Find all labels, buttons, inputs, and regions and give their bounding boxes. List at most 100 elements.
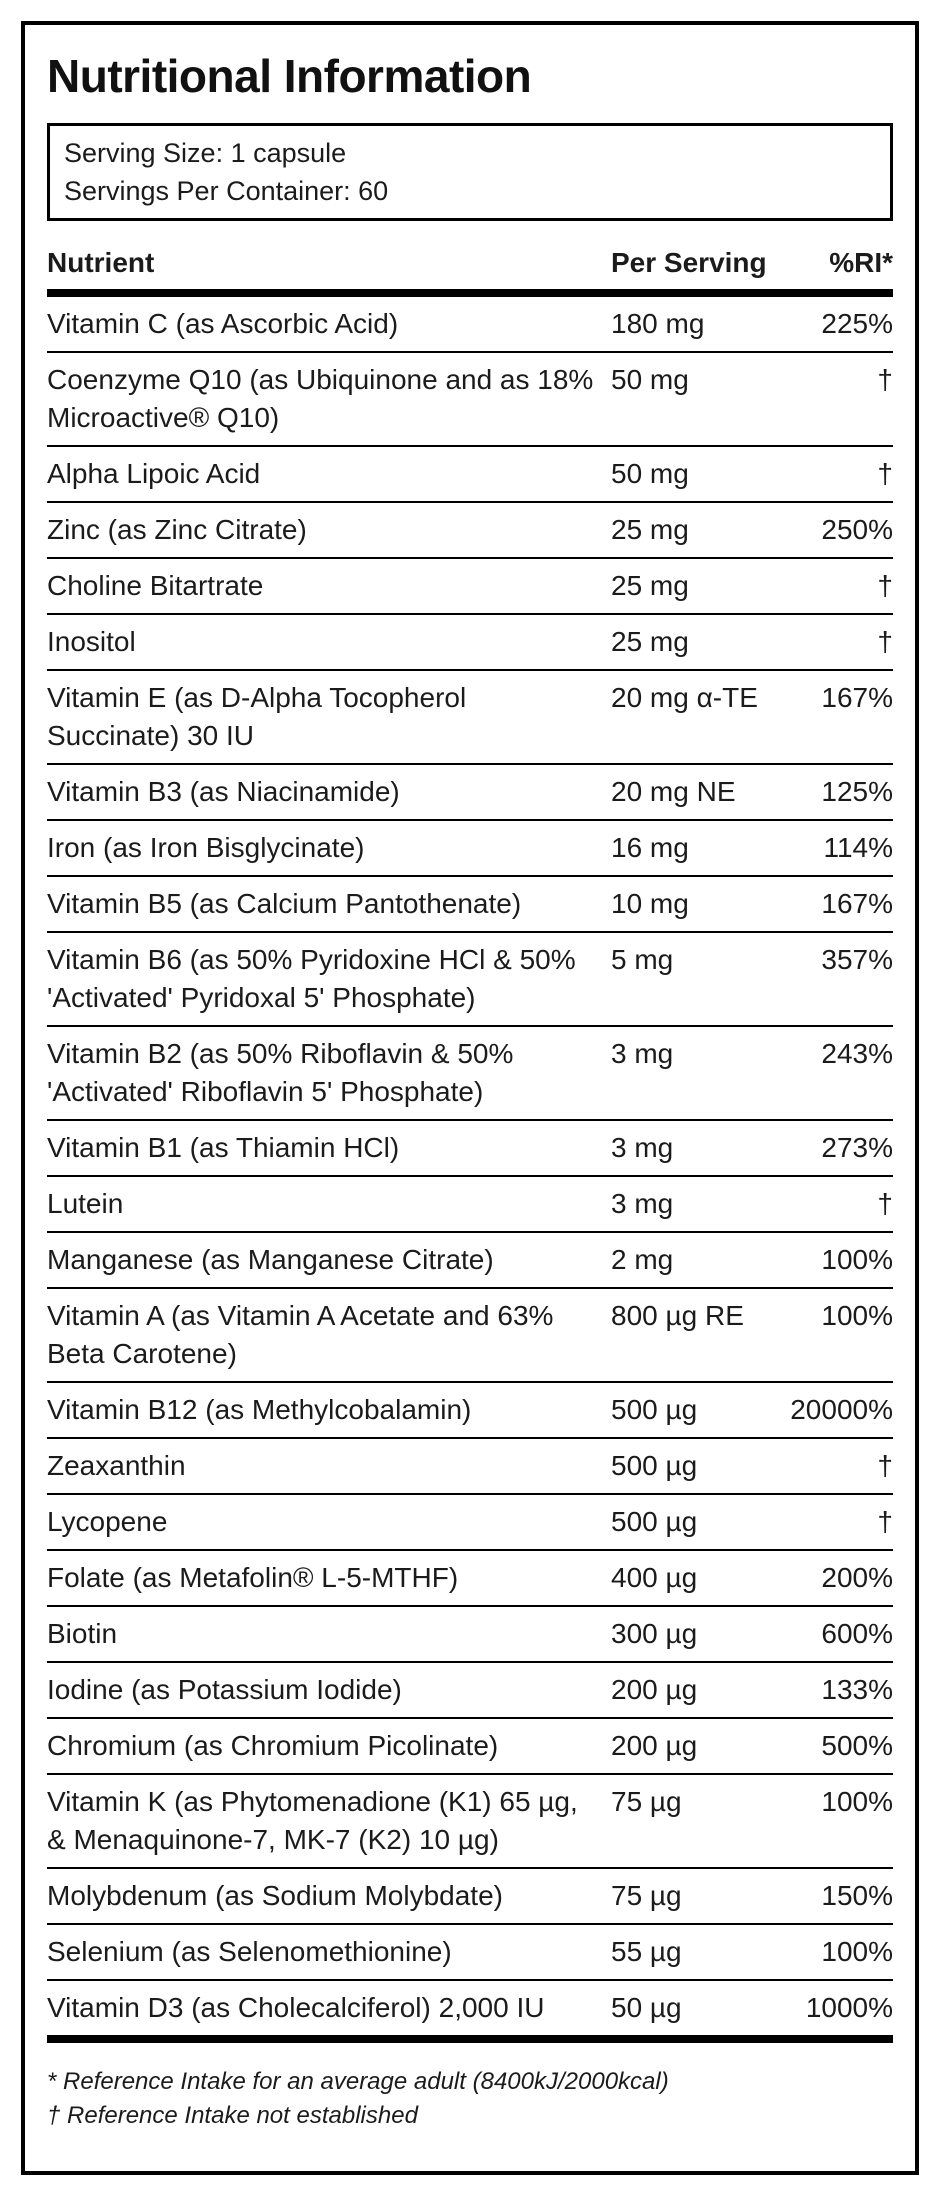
table-row: Inositol 25 mg † (47, 615, 893, 671)
table-row: Biotin 300 µg 600% (47, 1607, 893, 1663)
nutrient-name: Vitamin B2 (as 50% Riboflavin & 50% 'Act… (47, 1038, 514, 1107)
table-row: Vitamin B5 (as Calcium Pantothenate) 10 … (47, 877, 893, 933)
nutrient-ri: † (877, 1506, 893, 1537)
nutrient-name: Vitamin B3 (as Niacinamide) (47, 776, 400, 807)
nutrient-amount: 180 mg (611, 308, 705, 339)
nutrient-name: Chromium (as Chromium Picolinate) (47, 1730, 499, 1761)
nutrient-name: Vitamin B6 (as 50% Pyridoxine HCl & 50% … (47, 944, 576, 1013)
nutrient-amount: 400 µg (611, 1562, 698, 1593)
nutrient-ri: 114% (823, 832, 893, 863)
nutrient-amount: 25 mg (611, 514, 689, 545)
serving-info-box: Serving Size: 1 capsule Servings Per Con… (47, 123, 893, 221)
nutrient-amount: 50 mg (611, 364, 689, 395)
nutrient-ri: 100% (821, 1300, 893, 1331)
nutrient-ri: 150% (821, 1880, 893, 1911)
nutrient-ri: 600% (821, 1618, 893, 1649)
nutrient-amount: 500 µg (611, 1450, 698, 1481)
table-row: Alpha Lipoic Acid 50 mg † (47, 447, 893, 503)
nutrient-name: Vitamin B5 (as Calcium Pantothenate) (47, 888, 522, 919)
nutrient-ri: 1000% (805, 1992, 893, 2023)
nutrient-name: Inositol (47, 626, 136, 657)
nutrient-ri: † (877, 1188, 893, 1219)
table-row: Vitamin K (as Phytomenadione (K1) 65 µg,… (47, 1775, 893, 1869)
nutrient-name: Vitamin B1 (as Thiamin HCl) (47, 1132, 400, 1163)
nutrient-amount: 16 mg (611, 832, 689, 863)
nutrient-ri: 100% (821, 1936, 893, 1967)
nutrient-name: Lycopene (47, 1506, 168, 1537)
nutrient-amount: 20 mg α-TE (611, 682, 758, 713)
nutrient-name: Selenium (as Selenomethionine) (47, 1936, 452, 1967)
table-row: Vitamin B6 (as 50% Pyridoxine HCl & 50% … (47, 933, 893, 1027)
nutrient-amount: 300 µg (611, 1618, 698, 1649)
table-row: Vitamin A (as Vitamin A Acetate and 63% … (47, 1289, 893, 1383)
nutrient-amount: 10 mg (611, 888, 689, 919)
nutrient-amount: 25 mg (611, 626, 689, 657)
table-row: Vitamin E (as D-Alpha Tocopherol Succina… (47, 671, 893, 765)
nutrient-amount: 2 mg (611, 1244, 674, 1275)
nutrient-name: Biotin (47, 1618, 118, 1649)
serving-size-text: Serving Size: 1 capsule (64, 138, 347, 168)
nutrient-name: Molybdenum (as Sodium Molybdate) (47, 1880, 503, 1911)
nutrient-ri: † (877, 364, 893, 395)
nutrient-name: Coenzyme Q10 (as Ubiquinone and as 18% M… (47, 364, 594, 433)
column-header-per-serving: Per Serving (611, 247, 767, 278)
footnotes: * Reference Intake for an average adult … (47, 2065, 893, 2133)
table-row: Folate (as Metafolin® L-5-MTHF) 400 µg 2… (47, 1551, 893, 1607)
nutrient-ri: 250% (821, 514, 893, 545)
table-row: Choline Bitartrate 25 mg † (47, 559, 893, 615)
nutrient-name: Vitamin K (as Phytomenadione (K1) 65 µg,… (47, 1786, 578, 1855)
nutrient-amount: 500 µg (611, 1394, 698, 1425)
nutrient-amount: 800 µg RE (611, 1300, 744, 1331)
table-row: Vitamin B12 (as Methylcobalamin) 500 µg … (47, 1383, 893, 1439)
nutrient-amount: 75 µg (611, 1786, 682, 1817)
table-row: Molybdenum (as Sodium Molybdate) 75 µg 1… (47, 1869, 893, 1925)
table-row: Coenzyme Q10 (as Ubiquinone and as 18% M… (47, 353, 893, 447)
nutrient-name: Vitamin D3 (as Cholecalciferol) 2,000 IU (47, 1992, 545, 2023)
nutrient-name: Zeaxanthin (47, 1450, 186, 1481)
nutrient-name: Iron (as Iron Bisglycinate) (47, 832, 365, 863)
nutrient-amount: 50 µg (611, 1992, 682, 2023)
nutrient-amount: 75 µg (611, 1880, 682, 1911)
nutrient-amount: 3 mg (611, 1188, 674, 1219)
nutrient-ri: 500% (821, 1730, 893, 1761)
nutrient-ri: 200% (821, 1562, 893, 1593)
nutrient-amount: 3 mg (611, 1038, 674, 1069)
nutrient-name: Vitamin A (as Vitamin A Acetate and 63% … (47, 1300, 554, 1369)
table-row: Vitamin B3 (as Niacinamide) 20 mg NE 125… (47, 765, 893, 821)
nutrient-name: Folate (as Metafolin® L-5-MTHF) (47, 1562, 459, 1593)
column-header-ri: %RI* (829, 247, 893, 278)
nutrition-label: Nutritional Information Serving Size: 1 … (21, 21, 919, 2175)
table-row: Manganese (as Manganese Citrate) 2 mg 10… (47, 1233, 893, 1289)
table-header-row: Nutrient Per Serving %RI* (47, 247, 893, 297)
nutrient-ri: 20000% (790, 1394, 893, 1425)
nutrient-amount: 200 µg (611, 1730, 698, 1761)
nutrient-name: Iodine (as Potassium Iodide) (47, 1674, 402, 1705)
nutrient-amount: 3 mg (611, 1132, 674, 1163)
nutrient-ri: † (877, 458, 893, 489)
page-title: Nutritional Information (47, 50, 532, 102)
nutrient-ri: † (877, 626, 893, 657)
nutrient-ri: 100% (821, 1786, 893, 1817)
table-row: Vitamin D3 (as Cholecalciferol) 2,000 IU… (47, 1981, 893, 2043)
nutrition-table: Nutrient Per Serving %RI* Vitamin C (as … (47, 247, 893, 2043)
table-row: Selenium (as Selenomethionine) 55 µg 100… (47, 1925, 893, 1981)
table-row: Lycopene 500 µg † (47, 1495, 893, 1551)
table-rows: Vitamin C (as Ascorbic Acid) 180 mg 225%… (47, 297, 893, 2043)
nutrient-name: Manganese (as Manganese Citrate) (47, 1244, 494, 1275)
table-row: Iron (as Iron Bisglycinate) 16 mg 114% (47, 821, 893, 877)
nutrient-name: Alpha Lipoic Acid (47, 458, 261, 489)
footnote-reference-intake: * Reference Intake for an average adult … (47, 2068, 669, 2095)
table-row: Zinc (as Zinc Citrate) 25 mg 250% (47, 503, 893, 559)
nutrient-name: Vitamin B12 (as Methylcobalamin) (47, 1394, 472, 1425)
table-row: Vitamin C (as Ascorbic Acid) 180 mg 225% (47, 297, 893, 353)
nutrient-name: Lutein (47, 1188, 124, 1219)
servings-per-container-text: Servings Per Container: 60 (64, 176, 389, 206)
nutrient-name: Zinc (as Zinc Citrate) (47, 514, 307, 545)
nutrient-ri: † (877, 570, 893, 601)
nutrient-ri: 167% (821, 888, 893, 919)
footnote-dagger: † Reference Intake not established (47, 2102, 418, 2129)
nutrient-ri: 167% (821, 682, 893, 713)
nutrient-ri: 357% (821, 944, 893, 975)
nutrient-ri: 125% (821, 776, 893, 807)
nutrient-ri: 273% (821, 1132, 893, 1163)
